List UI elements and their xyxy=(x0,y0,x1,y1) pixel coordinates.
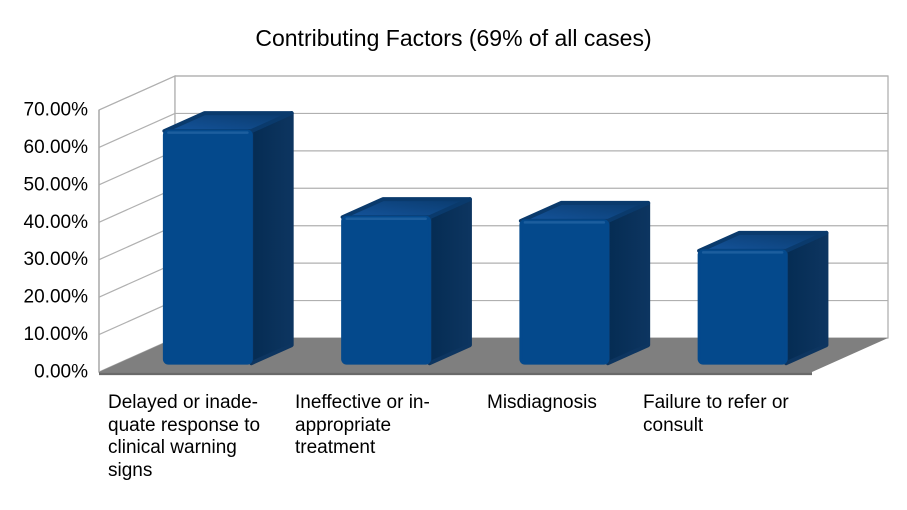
y-tick-label: 30.00% xyxy=(24,249,89,270)
category-label: Misdiagnosis xyxy=(487,392,597,413)
gridline-sidewall xyxy=(98,262,176,298)
bar-front-face xyxy=(697,249,788,365)
gridline-sidewall xyxy=(98,300,176,336)
y-tick-label: 70.00% xyxy=(24,100,89,121)
y-tick-label: 40.00% xyxy=(24,212,89,233)
bar-front-face xyxy=(341,215,432,365)
category-label: Failure to refer or consult xyxy=(643,392,789,436)
category-label: Delayed or inade- quate response to clin… xyxy=(108,392,261,481)
y-tick-label: 60.00% xyxy=(24,137,89,158)
chart-floor xyxy=(99,338,888,372)
gridline-sidewall xyxy=(98,187,176,223)
bar-side-face xyxy=(249,111,294,366)
bar-front-face xyxy=(519,219,610,365)
bar-front-face xyxy=(162,129,253,365)
y-tick-label: 0.00% xyxy=(34,362,88,383)
category-label: Ineffective or in- appropriate treatment xyxy=(295,392,430,458)
gridline-sidewall xyxy=(98,225,176,261)
bar-side-face xyxy=(784,230,829,366)
chart-title: Contributing Factors (69% of all cases) xyxy=(255,25,652,51)
y-tick-label: 20.00% xyxy=(24,287,89,308)
gridline-sidewall xyxy=(98,75,176,111)
gridline-sidewall xyxy=(98,112,176,148)
gridline-sidewall xyxy=(98,150,176,186)
bar-side-face xyxy=(605,200,651,366)
y-tick-label: 50.00% xyxy=(24,174,89,195)
y-tick-label: 10.00% xyxy=(24,324,89,345)
bar-side-face xyxy=(427,197,472,366)
